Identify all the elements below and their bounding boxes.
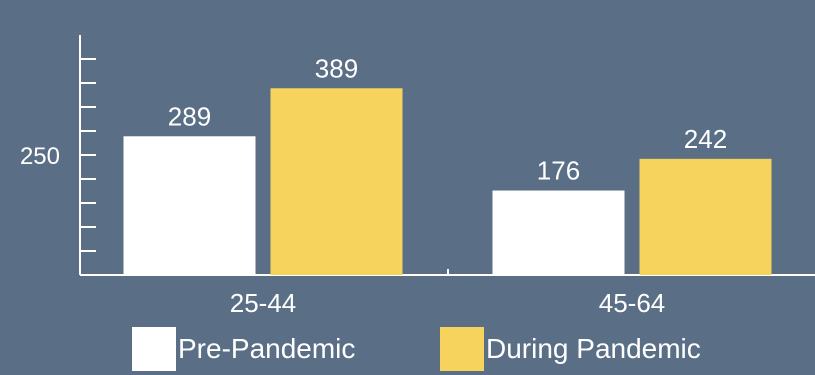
legend-item-during-pandemic: During Pandemic [440,327,701,371]
bar-during-pandemic-45-64 [639,158,772,275]
x-tick-label-25-44: 25-44 [230,288,297,318]
data-label-during-pandemic-45-64: 242 [684,124,727,154]
x-tick-label-45-64: 45-64 [599,288,666,318]
legend-label-pre-pandemic: Pre-Pandemic [178,333,356,364]
legend-item-pre-pandemic: Pre-Pandemic [132,327,355,371]
data-label-during-pandemic-25-44: 389 [315,53,358,83]
data-label-pre-pandemic-45-64: 176 [537,156,580,186]
bar-pre-pandemic-45-64 [492,190,625,275]
legend-swatch-pre-pandemic [132,327,176,371]
bar-pre-pandemic-25-44 [123,136,256,275]
data-label-pre-pandemic-25-44: 289 [168,101,211,131]
legend-swatch-during-pandemic [440,327,484,371]
bar-during-pandemic-25-44 [270,88,403,275]
y-tick-label: 250 [20,143,60,170]
legend-label-during-pandemic: During Pandemic [486,333,701,364]
